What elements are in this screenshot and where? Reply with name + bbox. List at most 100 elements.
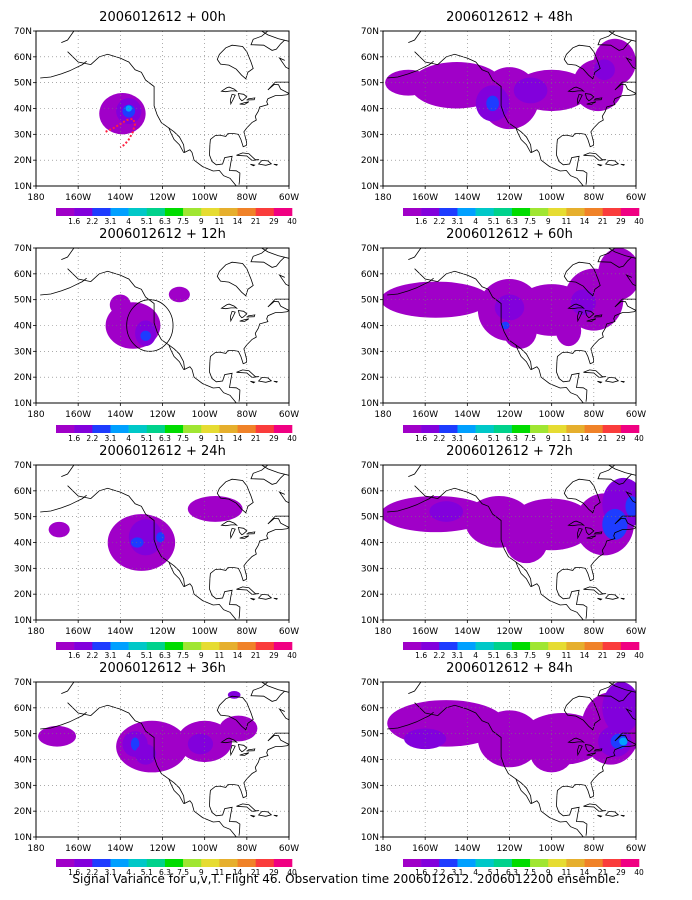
lon-label: 80W	[237, 844, 257, 854]
coastline	[220, 520, 238, 527]
variance-contour	[227, 691, 241, 699]
colorbar-label: 40	[287, 217, 297, 226]
coastline	[229, 310, 236, 323]
colorbar-label: 7.5	[524, 868, 536, 877]
colorbar-label: 9	[546, 651, 551, 660]
colorbar-label: 6.3	[159, 434, 171, 443]
colorbar-label: 21	[251, 651, 261, 660]
colorbar-swatch	[146, 859, 166, 867]
lat-label: 30N	[14, 781, 32, 791]
colorbar-label: 1.6	[415, 434, 427, 443]
map-panel-24h: 2006012612 + 24h 10N 20N 30N 40N 50N 60N 70N 180…	[14, 444, 299, 660]
coastline	[237, 744, 248, 753]
colorbar-label: 7.5	[524, 651, 536, 660]
panel-title: 2006012612 + 48h	[446, 10, 573, 25]
colorbar-swatch	[92, 859, 111, 867]
colorbar-swatch	[56, 425, 75, 433]
colorbar-swatch	[457, 208, 476, 216]
colorbar-swatch	[439, 642, 458, 650]
colorbar-label: 4	[473, 651, 478, 660]
colorbar-swatch	[273, 642, 293, 650]
verification-circle	[126, 299, 174, 352]
colorbar-label: 29	[616, 651, 626, 660]
coastline	[209, 578, 241, 619]
coastline	[387, 277, 434, 296]
coastline	[583, 152, 607, 161]
coastline	[261, 248, 289, 259]
colorbar-swatch	[548, 859, 567, 867]
variance-contour	[501, 321, 510, 330]
panel-title: 2006012612 + 36h	[99, 661, 226, 676]
lon-label: 120W	[496, 193, 522, 203]
colorbar-swatch	[602, 208, 622, 216]
colorbar-swatch	[128, 642, 148, 650]
coastline	[273, 163, 278, 166]
variance-contour	[219, 715, 258, 742]
coastline	[229, 527, 236, 540]
panel-title: 2006012612 + 84h	[446, 661, 573, 676]
map-panel-12h: 2006012612 + 12h 10N 20N 30N 40N 50N 60N 70N 180…	[14, 227, 299, 443]
coastline	[556, 795, 588, 836]
colorbar-label: 6.3	[159, 868, 171, 877]
colorbar-label: 29	[269, 434, 279, 443]
coastline	[567, 86, 585, 93]
map-panel-72h: 2006012612 + 72h 10N 20N 30N 40N 50N 60N 70N 180…	[361, 444, 646, 660]
map-area	[36, 465, 289, 620]
colorbar-label: 11	[562, 217, 572, 226]
coastline	[40, 711, 87, 730]
lon-label: 120W	[149, 410, 175, 420]
lat-label: 10N	[14, 616, 32, 626]
coastline	[556, 274, 636, 365]
colorbar-swatch	[584, 642, 603, 650]
colorbar-swatch	[566, 425, 585, 433]
colorbar-swatch	[255, 642, 275, 650]
lat-label: 20N	[361, 590, 379, 600]
coastline	[620, 814, 625, 817]
coastline	[216, 478, 254, 514]
colorbar-label: 14	[233, 868, 243, 877]
coastline	[515, 778, 532, 804]
lat-label: 40N	[361, 539, 379, 549]
colorbar-label: 5.1	[488, 868, 500, 877]
variance-contour	[513, 77, 548, 104]
lat-label: 60N	[14, 704, 32, 714]
lon-label: 140W	[454, 410, 480, 420]
coastline	[584, 310, 595, 319]
lon-label: 60W	[279, 844, 299, 854]
coastline	[620, 597, 625, 600]
colorbar-swatch	[620, 208, 640, 216]
lat-label: 60N	[361, 270, 379, 280]
lat-label: 40N	[361, 105, 379, 115]
coastline	[576, 310, 583, 323]
colorbar-label: 9	[546, 868, 551, 877]
colorbar-swatch	[439, 859, 458, 867]
lon-label: 160W	[412, 193, 438, 203]
variance-contour	[505, 521, 548, 564]
colorbar-label: 4	[126, 217, 131, 226]
colorbar-swatch	[584, 425, 603, 433]
coastline	[239, 318, 250, 322]
colorbar-swatch	[74, 208, 93, 216]
coastline	[593, 97, 603, 101]
colorbar-label: 40	[287, 434, 297, 443]
variance-contour	[503, 312, 537, 349]
colorbar-swatch	[421, 859, 440, 867]
coastline	[597, 380, 603, 384]
colorbar-swatch	[511, 425, 531, 433]
coastline	[567, 737, 585, 744]
lon-label: 120W	[496, 410, 522, 420]
variance-contour	[130, 737, 140, 751]
coastline	[556, 361, 588, 402]
colorbar-swatch	[457, 642, 476, 650]
map-frame	[35, 247, 290, 404]
colorbar-swatch	[493, 208, 513, 216]
map-panel-00h: 2006012612 + 00h 10N 20N 30N 40N 50N 60N 70N 180…	[14, 10, 299, 226]
lat-label: 60N	[361, 487, 379, 497]
colorbar-label: 7.5	[177, 434, 189, 443]
colorbar-label: 1.6	[68, 217, 80, 226]
colorbar-swatch	[146, 425, 166, 433]
lat-label: 10N	[14, 182, 32, 192]
lat-label: 10N	[361, 399, 379, 409]
coastline	[567, 303, 585, 310]
